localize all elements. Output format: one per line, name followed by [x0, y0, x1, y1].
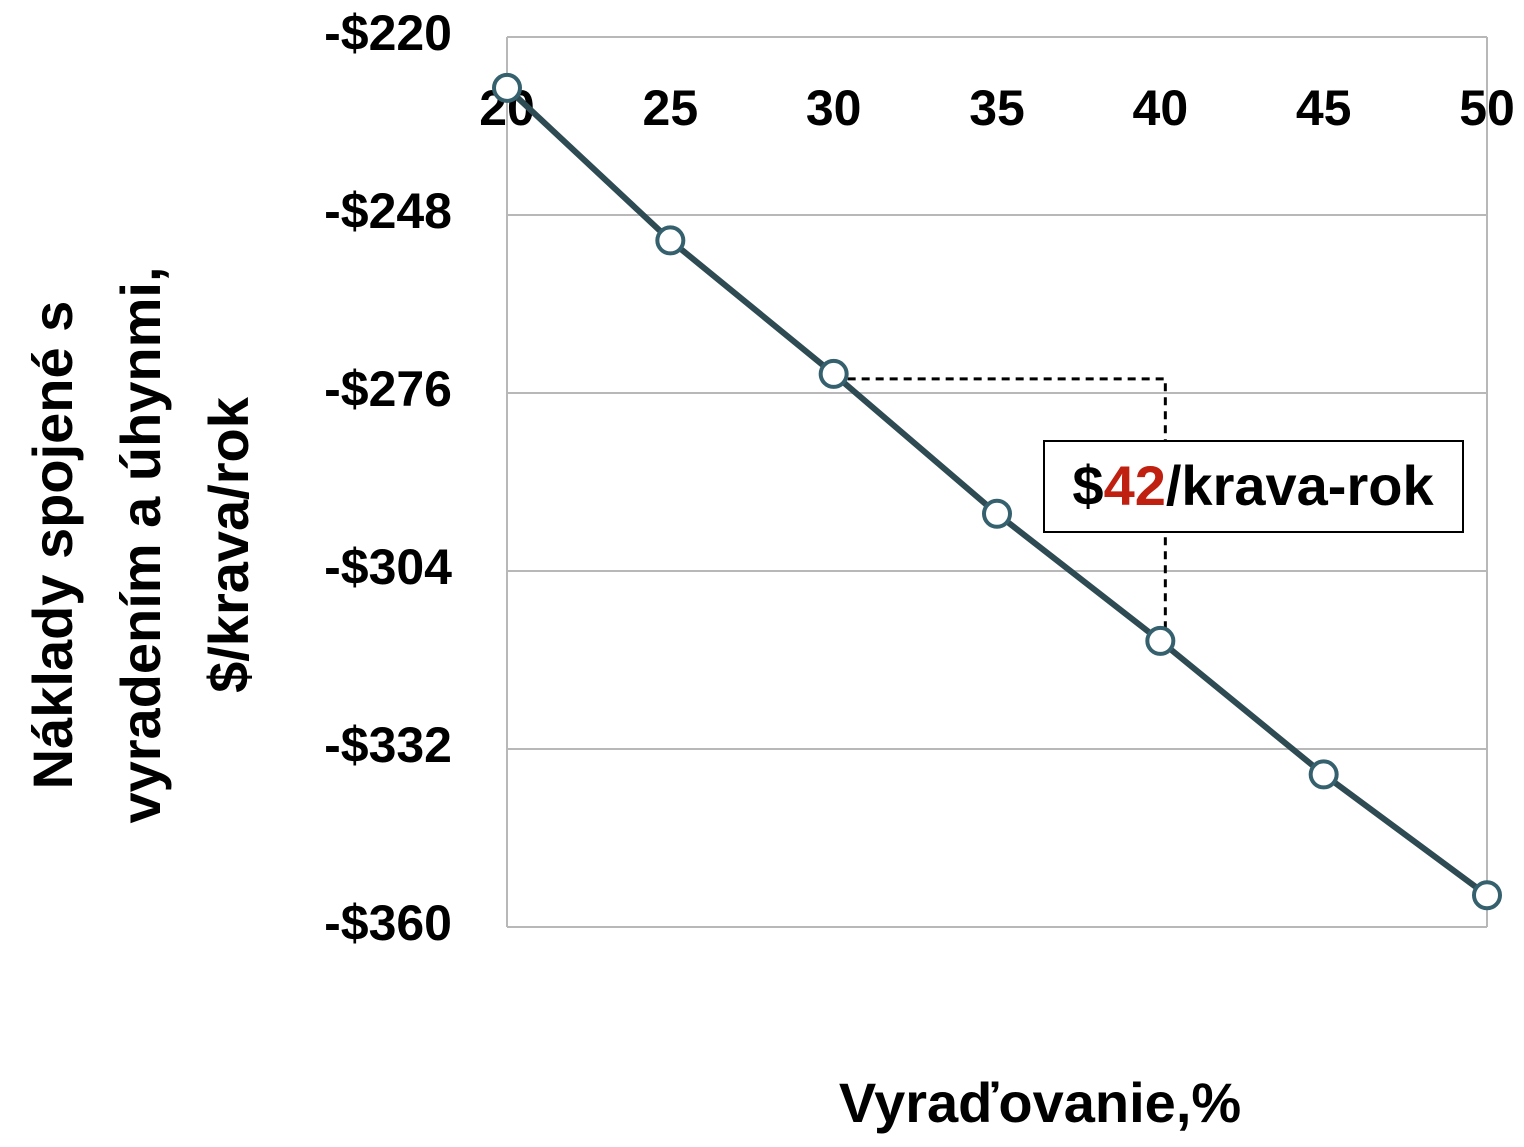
y-tick-label: -$360: [324, 895, 452, 951]
y-axis-label-line: Náklady spojené s: [21, 301, 84, 790]
y-axis-label: Náklady spojené s vyradením a úhynmi, $/kr…: [21, 266, 260, 823]
y-tick-label: -$248: [324, 183, 452, 239]
marker: [655, 225, 686, 256]
y-tick-label: -$304: [324, 539, 452, 595]
annotation: $42/krava-rok: [1072, 454, 1434, 517]
annotation-box: [1043, 440, 1464, 533]
marker: [492, 72, 522, 103]
x-tick-label: 40: [1133, 80, 1189, 136]
guide-line: [833, 377, 1167, 641]
annotation-part: $: [1072, 454, 1103, 517]
y-tick-label: -$276: [324, 361, 452, 417]
y-tick-label: -$220: [324, 5, 452, 61]
annotation-part: /krava-rok: [1166, 454, 1435, 517]
marker: [818, 358, 849, 389]
annotation-part: 42: [1104, 454, 1166, 517]
x-tick-label: 25: [643, 80, 699, 136]
y-axis-label-line: vyradením a úhynmi,: [109, 266, 172, 823]
marker: [1308, 759, 1339, 790]
y-axis-label-line: $/krava/rok: [197, 396, 260, 693]
marker: [982, 498, 1012, 529]
x-tick-label: 45: [1296, 80, 1352, 136]
x-tick-label: 35: [969, 80, 1025, 136]
x-axis-label: Vyraďovanie,%: [839, 1071, 1241, 1134]
y-tick-label: -$332: [324, 717, 452, 773]
marker: [1145, 625, 1176, 656]
x-tick-label: 30: [806, 80, 862, 136]
marker: [1472, 880, 1502, 911]
x-tick-label: 50: [1459, 80, 1515, 136]
